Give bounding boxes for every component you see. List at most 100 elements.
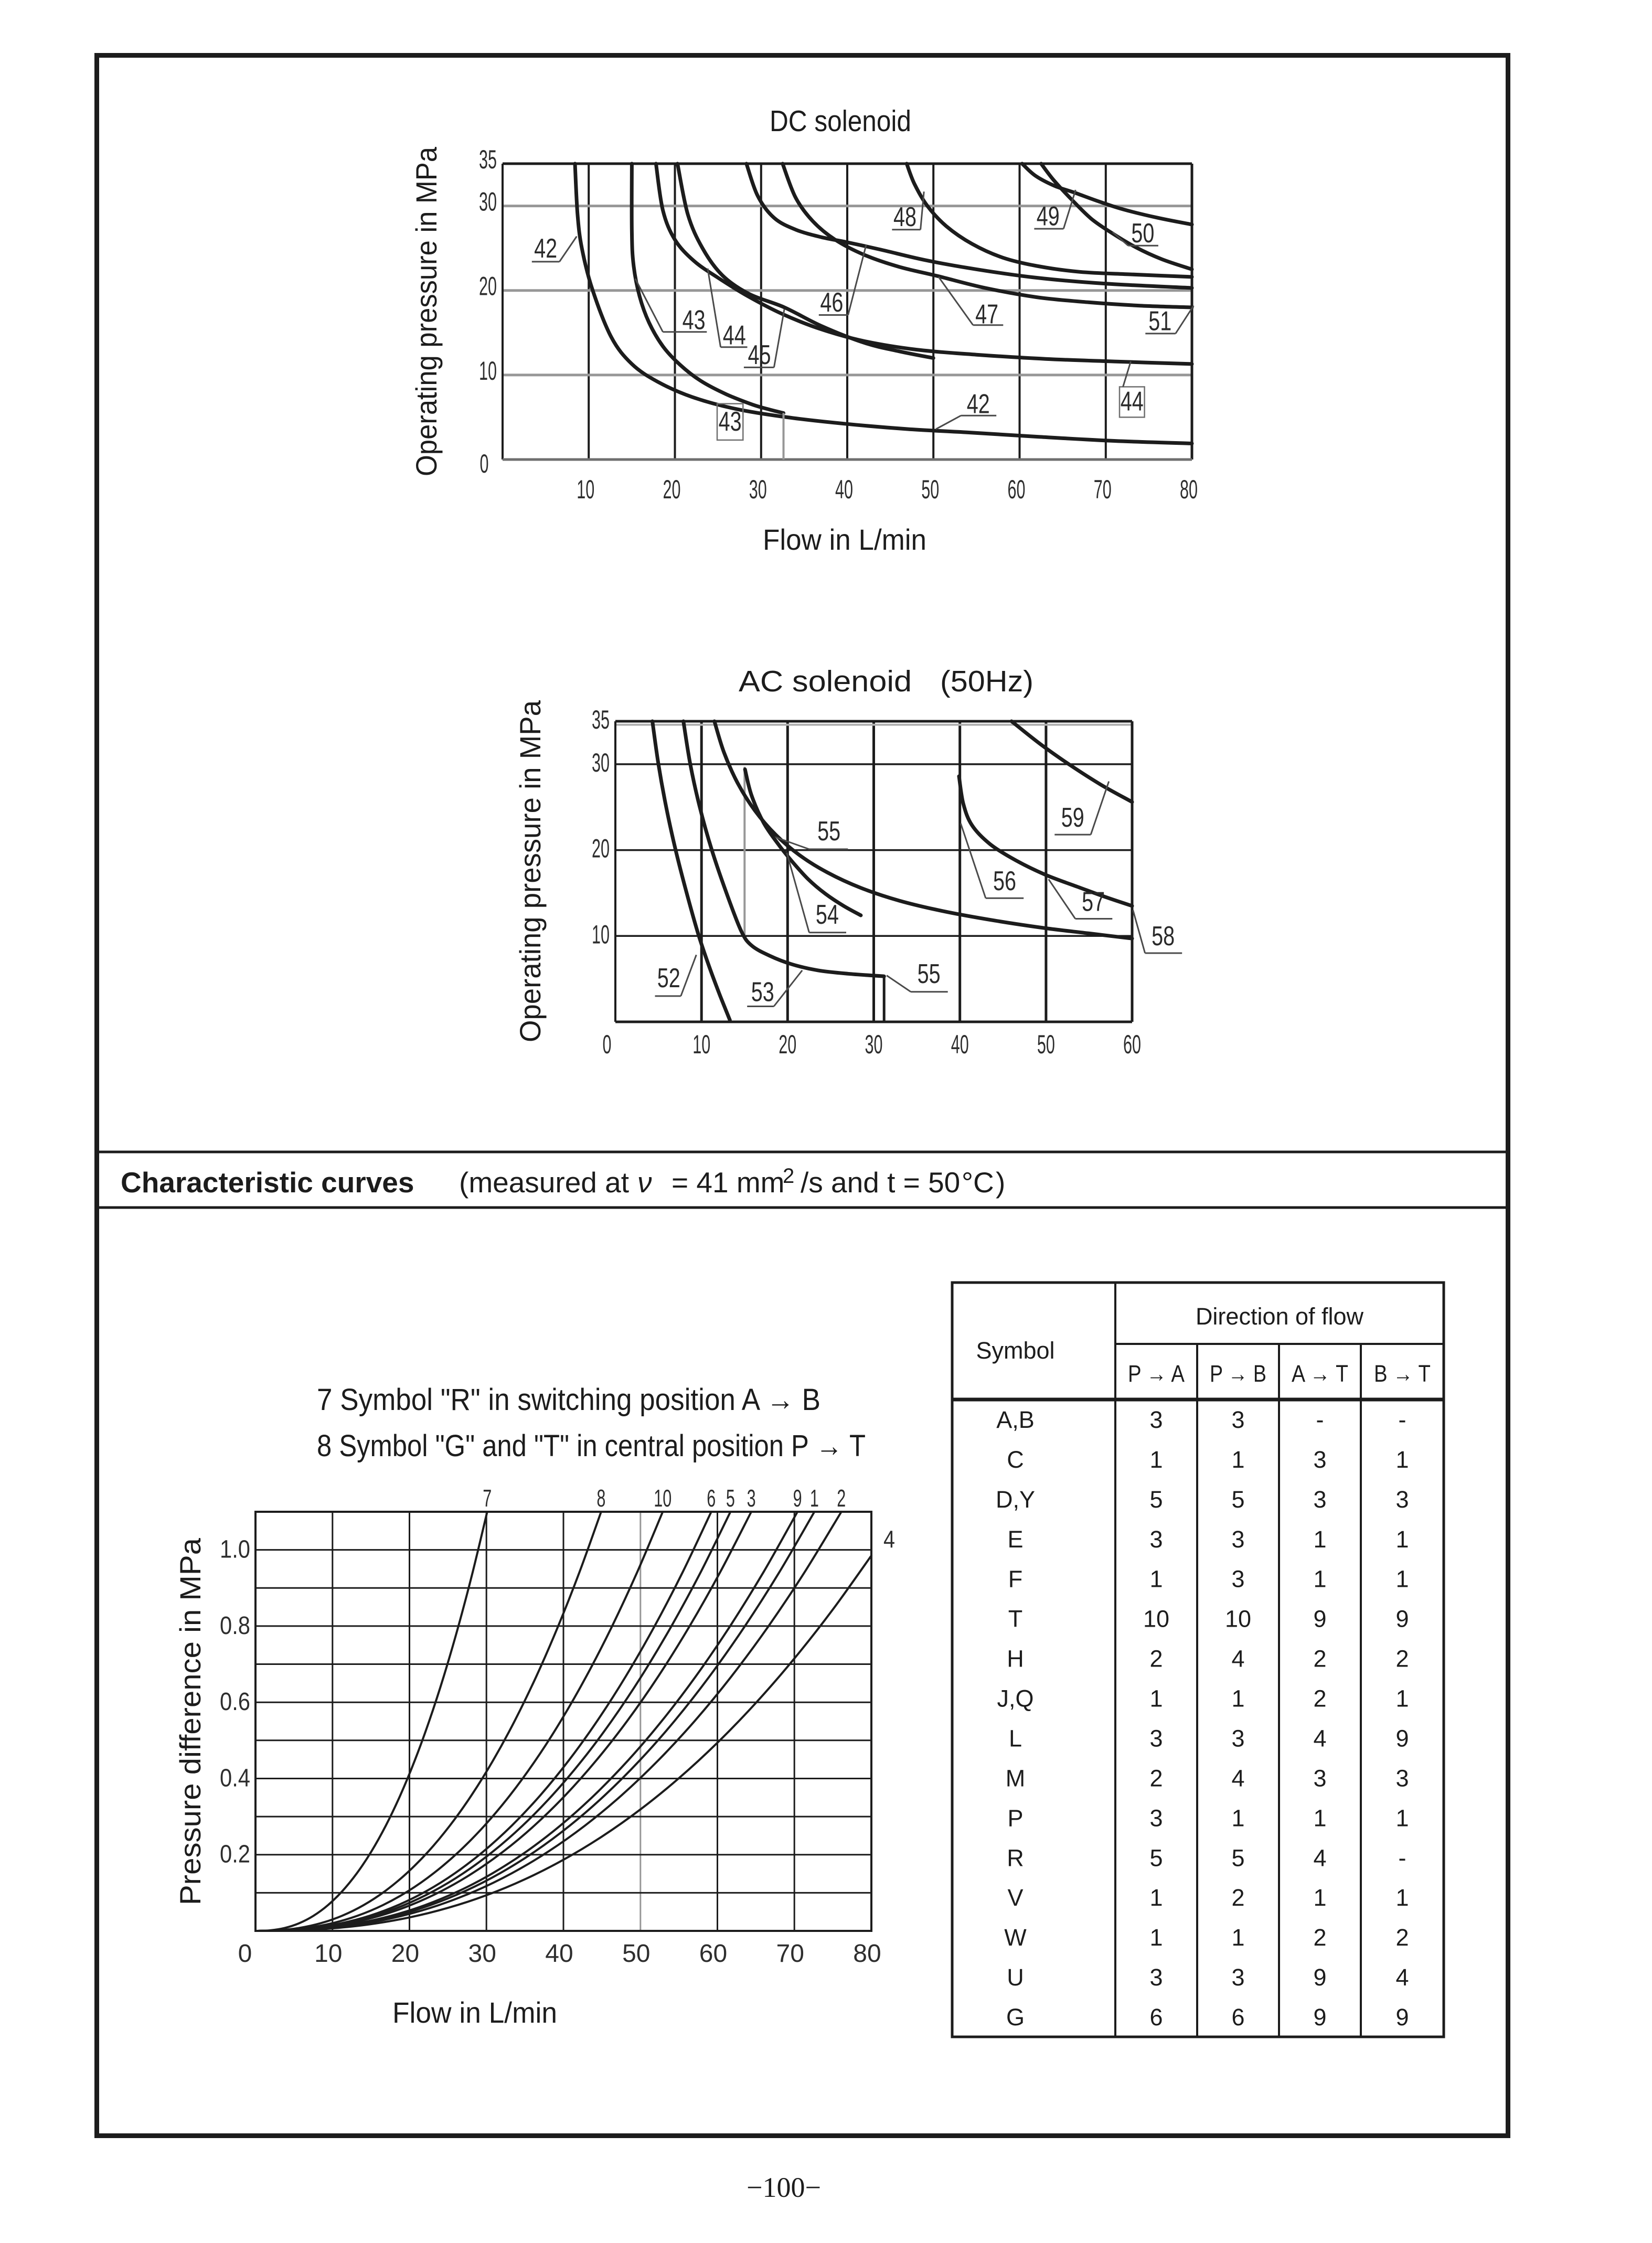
svg-text:3: 3	[1313, 1765, 1326, 1791]
svg-text:F: F	[1008, 1566, 1023, 1593]
svg-text:43: 43	[719, 407, 742, 437]
svg-text:3: 3	[1395, 1486, 1409, 1513]
svg-text:2: 2	[1395, 1924, 1409, 1951]
svg-text:9: 9	[1313, 2004, 1326, 2031]
svg-text:20: 20	[663, 475, 681, 504]
svg-text:T: T	[1008, 1606, 1023, 1632]
svg-text:(50Hz): (50Hz)	[940, 665, 1033, 698]
svg-text:1: 1	[1149, 1884, 1163, 1911]
svg-text:40: 40	[835, 475, 853, 504]
svg-text:1: 1	[1395, 1566, 1409, 1593]
svg-text:40: 40	[951, 1030, 969, 1059]
svg-text:DC solenoid: DC solenoid	[770, 104, 911, 138]
svg-text:Flow in L/min: Flow in L/min	[763, 523, 926, 556]
svg-text:1: 1	[1313, 1884, 1326, 1911]
svg-text:6: 6	[1231, 2004, 1244, 2031]
svg-text:70: 70	[1094, 475, 1112, 504]
svg-text:60: 60	[1123, 1030, 1141, 1059]
svg-text:7 Symbol "R" in switching posi: 7 Symbol "R" in switching position A → B	[317, 1383, 820, 1417]
svg-text:20: 20	[479, 272, 497, 301]
svg-text:3: 3	[1231, 1406, 1244, 1433]
svg-text:2: 2	[1149, 1646, 1163, 1672]
svg-text:60: 60	[1008, 475, 1026, 504]
svg-text:10: 10	[1143, 1606, 1169, 1632]
svg-text:0.8: 0.8	[220, 1612, 250, 1640]
svg-text:2: 2	[1231, 1884, 1244, 1911]
svg-text:R: R	[1007, 1844, 1024, 1871]
svg-text:58: 58	[1152, 921, 1175, 952]
svg-text:57: 57	[1082, 886, 1105, 917]
svg-text:0: 0	[480, 449, 489, 478]
svg-text:3: 3	[1149, 1964, 1163, 1991]
svg-text:1: 1	[1395, 1884, 1409, 1911]
svg-text:G: G	[1006, 2004, 1025, 2031]
svg-text:9: 9	[1313, 1606, 1326, 1632]
svg-text:W: W	[1004, 1924, 1027, 1951]
svg-text:50: 50	[622, 1940, 650, 1968]
svg-text:10: 10	[577, 475, 594, 504]
svg-text:4: 4	[883, 1525, 895, 1553]
svg-text:D,Y: D,Y	[996, 1486, 1035, 1513]
svg-text:70: 70	[776, 1940, 804, 1968]
svg-text:44: 44	[1121, 386, 1144, 416]
svg-text:55: 55	[817, 816, 840, 847]
svg-text:1: 1	[1231, 1804, 1244, 1831]
svg-text:3: 3	[1231, 1725, 1244, 1752]
svg-text:5: 5	[726, 1484, 735, 1512]
svg-text:−100−: −100−	[747, 2172, 821, 2203]
svg-text:50: 50	[921, 475, 939, 504]
svg-text:30: 30	[749, 475, 767, 504]
svg-text:B → T: B → T	[1374, 1360, 1431, 1387]
svg-text:3: 3	[1313, 1486, 1326, 1513]
svg-text:3: 3	[747, 1484, 756, 1512]
svg-text:1: 1	[1313, 1566, 1326, 1593]
svg-text:9: 9	[1313, 1964, 1326, 1991]
svg-text:43: 43	[683, 305, 706, 336]
svg-text:30: 30	[479, 187, 497, 217]
svg-text:30: 30	[468, 1940, 496, 1968]
svg-text:3: 3	[1231, 1964, 1244, 1991]
svg-text:5: 5	[1149, 1486, 1163, 1513]
svg-text:Pressure difference in MPa: Pressure difference in MPa	[174, 1537, 207, 1905]
svg-text:4: 4	[1231, 1646, 1244, 1672]
svg-text:8 Symbol "G" and "T" in centra: 8 Symbol "G" and "T" in central position…	[317, 1429, 866, 1463]
svg-text:54: 54	[816, 900, 839, 930]
svg-text:-: -	[1399, 1844, 1406, 1871]
svg-text:3: 3	[1313, 1446, 1326, 1473]
svg-text:42: 42	[534, 233, 557, 264]
svg-text:M: M	[1006, 1765, 1026, 1791]
svg-text:10: 10	[1225, 1606, 1251, 1632]
svg-text:0.6: 0.6	[220, 1688, 250, 1716]
svg-text:30: 30	[592, 748, 610, 777]
svg-text:1: 1	[1149, 1685, 1163, 1712]
svg-text:80: 80	[1180, 475, 1198, 504]
svg-text:4: 4	[1313, 1725, 1326, 1752]
svg-text:0: 0	[603, 1030, 612, 1059]
svg-text:48: 48	[893, 202, 916, 232]
svg-text:53: 53	[751, 977, 774, 1007]
svg-text:51: 51	[1148, 306, 1171, 336]
svg-text:1: 1	[1395, 1526, 1409, 1553]
svg-text:2: 2	[1395, 1646, 1409, 1672]
svg-text:1: 1	[1313, 1526, 1326, 1553]
svg-text:3: 3	[1231, 1526, 1244, 1553]
svg-text:8: 8	[596, 1484, 605, 1512]
svg-text:6: 6	[707, 1484, 716, 1512]
svg-text:A,B: A,B	[996, 1406, 1035, 1433]
svg-text:2: 2	[837, 1484, 846, 1512]
svg-text:10: 10	[314, 1940, 342, 1968]
svg-text:2: 2	[1313, 1924, 1326, 1951]
svg-text:3: 3	[1149, 1804, 1163, 1831]
svg-text:9: 9	[1395, 1606, 1409, 1632]
svg-text:2: 2	[1313, 1646, 1326, 1672]
svg-text:30: 30	[865, 1030, 883, 1059]
svg-text:V: V	[1007, 1884, 1023, 1911]
svg-text:3: 3	[1149, 1406, 1163, 1433]
svg-text:1: 1	[1395, 1804, 1409, 1831]
svg-text:46: 46	[820, 287, 843, 318]
svg-text:3: 3	[1149, 1526, 1163, 1553]
svg-text:3: 3	[1231, 1566, 1244, 1593]
svg-text:40: 40	[545, 1940, 573, 1968]
svg-text:55: 55	[918, 959, 941, 989]
svg-text:Flow in L/min: Flow in L/min	[392, 1996, 557, 2029]
